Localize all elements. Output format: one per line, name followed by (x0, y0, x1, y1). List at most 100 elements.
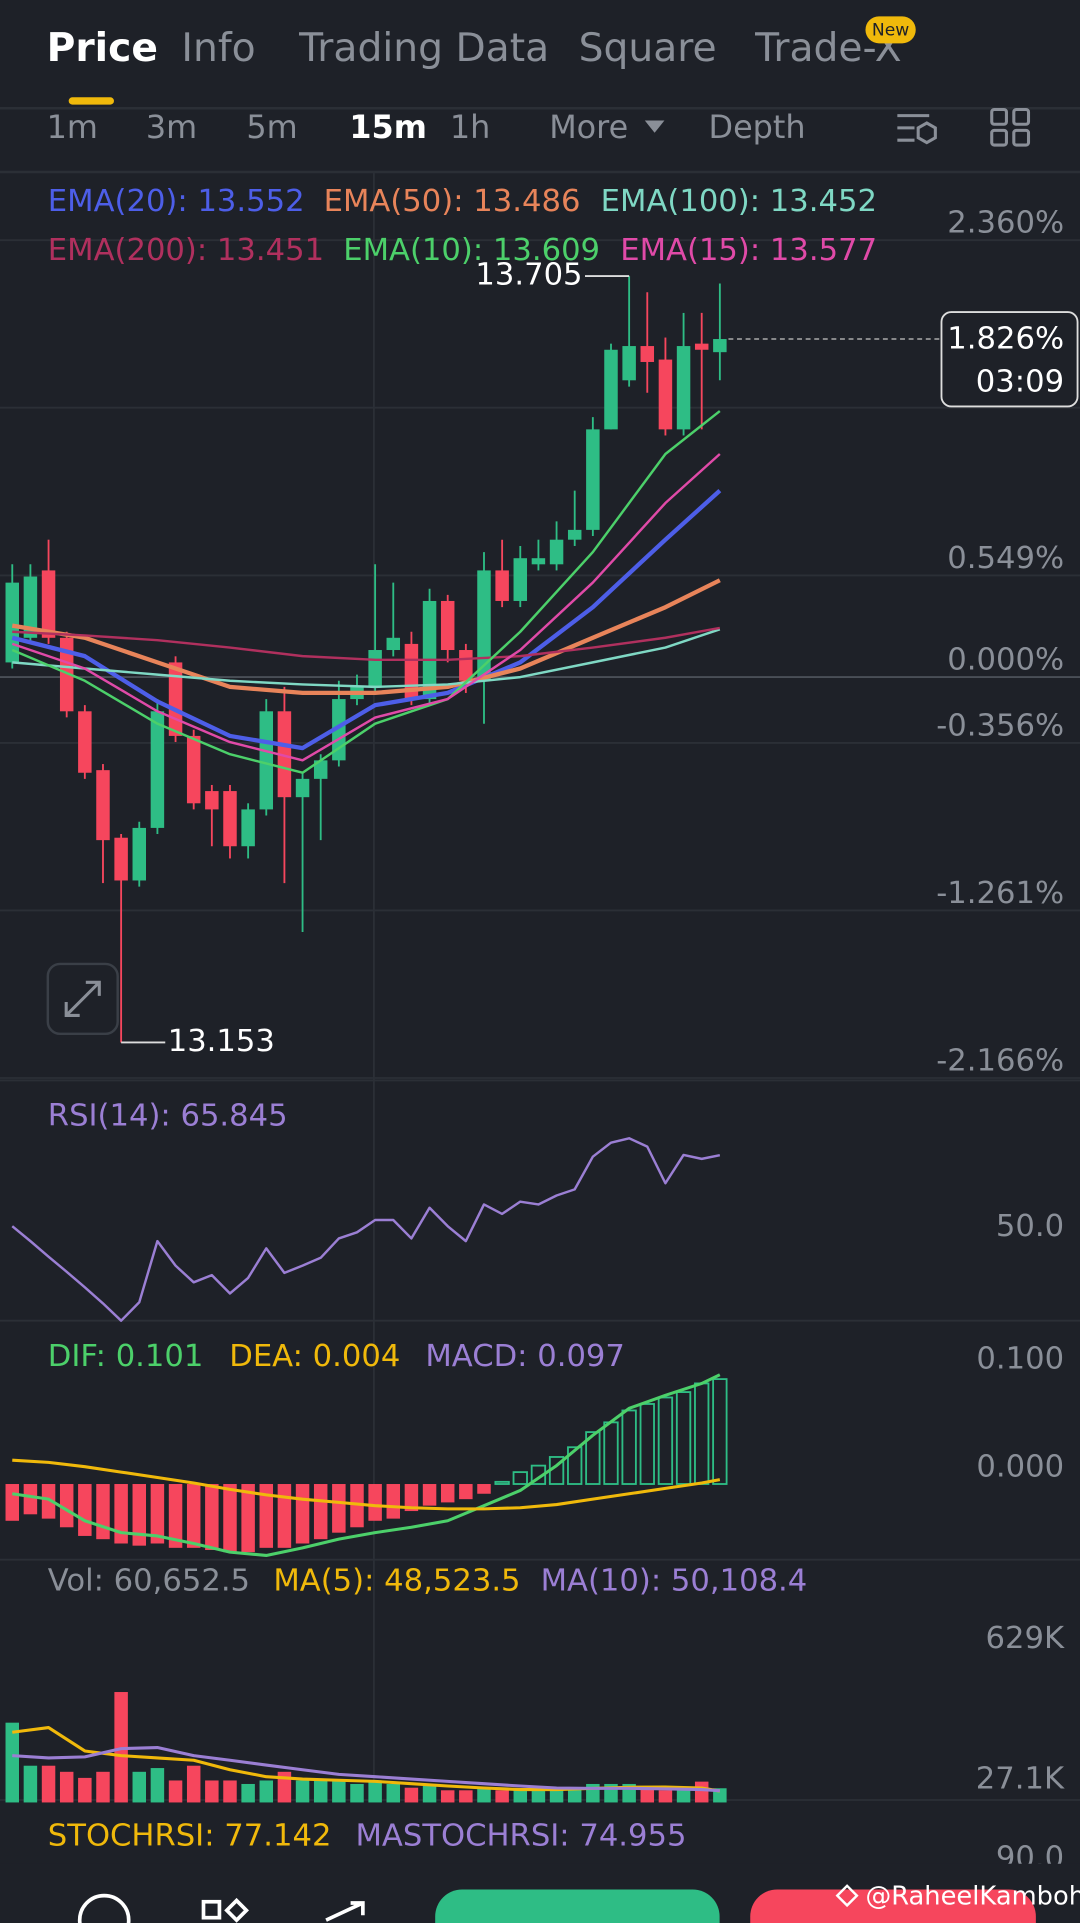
candle-body (313, 760, 328, 779)
bar (513, 1790, 528, 1803)
bar (350, 1484, 364, 1528)
legend-entry: EMA(15): 13.577 (620, 233, 877, 268)
bar (422, 1484, 437, 1506)
bar (640, 1787, 655, 1803)
candle-body (477, 570, 491, 681)
bar (549, 1787, 564, 1803)
bar (386, 1484, 401, 1519)
bar (186, 1765, 201, 1803)
bar (512, 1471, 528, 1485)
new-badge-bg (865, 16, 916, 44)
candle-body (422, 600, 437, 700)
bar (259, 1780, 274, 1803)
candle-body (658, 359, 673, 430)
bar (313, 1780, 328, 1803)
new-badge: New (872, 20, 909, 40)
buy-button[interactable] (435, 1889, 720, 1923)
timeframe[interactable]: 3m (146, 108, 197, 146)
bar (621, 1409, 637, 1485)
legend-entry: EMA(200): 13.451 (48, 233, 324, 268)
candle-body (223, 791, 237, 847)
layout-icon[interactable] (990, 107, 1031, 147)
series-line (11, 489, 722, 751)
series-line (12, 626, 721, 662)
tab[interactable]: Trading Data (298, 26, 549, 71)
bar (675, 1391, 692, 1485)
legend-entry: EMA(50): 13.486 (324, 184, 581, 219)
bar (114, 1484, 128, 1544)
nav-icon[interactable] (201, 1897, 250, 1923)
bar (23, 1484, 38, 1515)
dropdown-caret (644, 120, 665, 133)
watermark-icon (835, 1884, 859, 1908)
candle-body (23, 576, 38, 638)
timeframe[interactable]: 5m (246, 108, 297, 146)
depth-button[interactable]: Depth (709, 108, 806, 146)
stoch-label: STOCHRSI: 77.142 (48, 1818, 332, 1853)
timeframe[interactable]: 1h (450, 108, 490, 146)
candle-body (277, 711, 292, 798)
candle-body (531, 558, 546, 565)
stoch-label: MASTOCHRSI: 74.955 (356, 1818, 687, 1853)
bar (168, 1780, 183, 1803)
legend-entry: MA(10): 50,108.4 (541, 1563, 808, 1598)
y-tick-label: 0.000 (976, 1450, 1064, 1485)
bar (459, 1790, 473, 1803)
bar (567, 1446, 583, 1485)
bar (422, 1783, 437, 1803)
bar (241, 1783, 255, 1803)
tab[interactable]: Info (181, 26, 255, 71)
candle-body (549, 539, 564, 565)
timeframe[interactable]: 1m (47, 108, 98, 146)
y-tick-label: 2.360% (947, 206, 1064, 241)
annotation: 13.153 (168, 1024, 275, 1059)
bar (205, 1484, 219, 1550)
bar (59, 1484, 74, 1528)
y-tick-label: -0.356% (936, 709, 1064, 744)
bar (676, 1787, 691, 1803)
timeframe[interactable]: 15m (349, 108, 427, 146)
y-tick-label: 50.0 (996, 1209, 1064, 1244)
candle-body (259, 711, 274, 810)
bar (658, 1790, 673, 1803)
bar (368, 1780, 382, 1803)
candle-body (59, 637, 74, 712)
legend-entry: MACD: 0.097 (425, 1339, 625, 1374)
bar (440, 1484, 455, 1503)
current-badge (940, 311, 1079, 408)
more-button[interactable]: More (549, 108, 628, 146)
expand-button[interactable] (46, 962, 119, 1036)
nav-icon[interactable] (77, 1893, 131, 1923)
candle-body (440, 600, 455, 651)
candle-body (513, 558, 528, 601)
sell-button[interactable] (750, 1889, 1036, 1923)
candle-body (622, 346, 636, 381)
bar (712, 1378, 728, 1485)
candle-body (295, 778, 310, 798)
bar (41, 1765, 56, 1803)
bar (531, 1790, 546, 1803)
bar (386, 1783, 401, 1803)
settings-icon[interactable] (897, 114, 937, 145)
legend-entry: Vol: 60,652.5 (48, 1563, 250, 1598)
y-tick-label: 27.1K (976, 1762, 1065, 1797)
bar (168, 1484, 183, 1548)
legend-entry: MA(5): 48,523.5 (273, 1563, 520, 1598)
bar (313, 1484, 328, 1540)
tab[interactable]: Price (47, 26, 158, 71)
tab[interactable]: Square (579, 26, 717, 71)
bar (186, 1484, 201, 1548)
legend-entry: DIF: 0.101 (48, 1339, 204, 1374)
series-line (12, 1746, 720, 1793)
nav-icon[interactable] (325, 1901, 365, 1922)
bar (96, 1771, 110, 1803)
bar (494, 1480, 510, 1485)
y-tick-label: 0.000% (947, 643, 1064, 678)
candle-body (694, 343, 709, 350)
bar (96, 1484, 110, 1540)
y-tick-label: 629K (986, 1621, 1065, 1656)
candle-body (459, 650, 473, 681)
bar (78, 1777, 92, 1803)
candle-body (78, 711, 92, 773)
